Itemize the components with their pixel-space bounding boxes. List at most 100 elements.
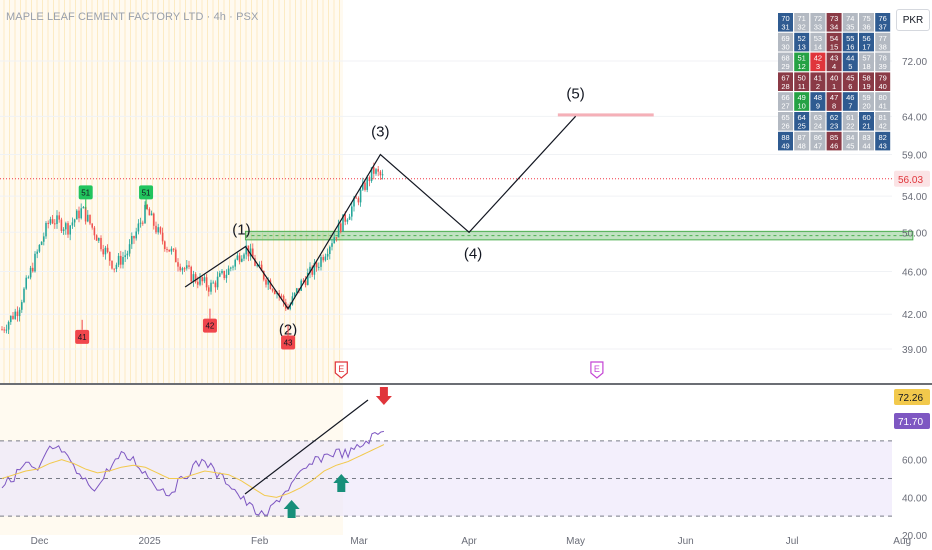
grid-cell: [826, 112, 842, 131]
grid-cell-bottom: 3: [816, 62, 820, 71]
grid-cell: [859, 32, 874, 52]
grid-cell-top: 56: [862, 34, 870, 43]
earnings-text: E: [594, 364, 600, 374]
candle-body: [337, 223, 340, 238]
candle-body: [98, 237, 100, 241]
grid-cell-bottom: 45: [846, 141, 854, 150]
price-tick: 59.00: [902, 151, 927, 162]
candle-body: [133, 236, 135, 239]
grid-cell: [842, 112, 858, 131]
candle-body: [249, 248, 252, 257]
grid-cell-bottom: 6: [848, 82, 852, 91]
grid-cell-top: 70: [781, 14, 789, 23]
candle-body: [252, 248, 254, 259]
candle-body: [34, 253, 36, 272]
grid-cell-top: 86: [814, 133, 822, 142]
grid-cell-bottom: 7: [848, 102, 852, 111]
candle-body: [210, 282, 212, 292]
grid-cell-top: 66: [781, 93, 789, 102]
candle-body: [188, 265, 190, 267]
candle-body: [168, 249, 170, 252]
grid-cell-bottom: 36: [862, 23, 870, 32]
candle-body: [351, 206, 353, 217]
candle-body: [216, 276, 219, 288]
grid-cell-top: 78: [879, 54, 887, 63]
sell-arrow: [375, 387, 392, 405]
candle-body: [181, 268, 184, 271]
candle-body: [175, 249, 177, 263]
currency-button[interactable]: PKR: [896, 9, 930, 31]
buy-arrow: [333, 474, 350, 492]
grid-cell-top: 53: [814, 34, 822, 43]
last-price-label: 56.03: [898, 175, 923, 186]
grid-cell-bottom: 40: [879, 82, 887, 91]
candle-body: [5, 329, 8, 331]
candle-body: [278, 292, 280, 296]
rsi-value-label: 71.70: [898, 417, 923, 428]
grid-cell-bottom: 35: [846, 23, 854, 32]
grid-cell-bottom: 15: [830, 42, 838, 51]
grid-cell-bottom: 38: [879, 42, 887, 51]
grid-cell-top: 71: [798, 14, 806, 23]
wave-label: (5): [566, 85, 584, 102]
grid-cell: [859, 92, 874, 111]
candle-body: [346, 219, 349, 222]
candle-body: [313, 262, 316, 275]
grid-cell-bottom: 20: [862, 102, 870, 111]
candle-body: [36, 251, 38, 254]
candle-body: [315, 262, 318, 268]
candle-body: [40, 241, 43, 245]
rsi-value-box: [894, 413, 930, 429]
grid-cell-bottom: 10: [798, 102, 806, 111]
earnings-badge: E: [334, 361, 348, 379]
grid-cell-top: 51: [798, 54, 806, 63]
grid-cell: [859, 52, 874, 72]
candle-body: [161, 232, 164, 242]
grid-cell: [794, 52, 810, 72]
candle-body: [73, 219, 76, 223]
grid-cell-bottom: 39: [879, 62, 887, 71]
time-tick: Feb: [251, 536, 269, 547]
grid-cell-top: 42: [814, 54, 822, 63]
history-shade: [0, 0, 343, 383]
price-tick: 72.00: [902, 57, 927, 68]
grid-cell-bottom: 30: [781, 42, 789, 51]
grid-cell-bottom: 42: [879, 122, 887, 131]
price-tick: 46.00: [902, 267, 927, 278]
candle-body: [89, 214, 91, 224]
grid-cell-top: 64: [798, 113, 806, 122]
rsi-tick: 60.00: [902, 456, 927, 467]
marker-text: 51: [142, 188, 151, 197]
marker-badge: [78, 185, 93, 200]
grid-cell: [842, 92, 858, 111]
grid-cell-top: 84: [846, 133, 854, 142]
candle-body: [362, 182, 364, 190]
grid-cell-top: 63: [814, 113, 822, 122]
grid-cell: [826, 131, 842, 151]
candle-body: [95, 235, 98, 241]
grid-cell-top: 40: [830, 73, 838, 82]
marker-badge: [75, 329, 90, 344]
grid-cell: [859, 72, 874, 91]
chart-title: MAPLE LEAF CEMENT FACTORY LTD · 4h · PSX: [6, 11, 259, 23]
candle-body: [320, 257, 322, 267]
grid-cell-top: 76: [879, 14, 887, 23]
grid-cell-top: 57: [862, 54, 870, 63]
grid-cell-bottom: 28: [781, 82, 789, 91]
swing-low-marker: 41: [75, 319, 90, 344]
grid-cell-top: 61: [846, 113, 854, 122]
candle-body: [212, 282, 214, 284]
candle-body: [69, 225, 71, 235]
candle-body: [157, 227, 159, 233]
candle-body: [280, 295, 283, 297]
candle-body: [269, 280, 272, 290]
candle-body: [104, 247, 107, 255]
rsi-value-label: 72.26: [898, 393, 923, 404]
candle-body: [82, 206, 85, 209]
grid-cell-top: 41: [814, 73, 822, 82]
candle-body: [144, 204, 146, 224]
grid-cell: [778, 131, 793, 151]
zones: [244, 113, 914, 241]
candle-body: [18, 309, 21, 317]
